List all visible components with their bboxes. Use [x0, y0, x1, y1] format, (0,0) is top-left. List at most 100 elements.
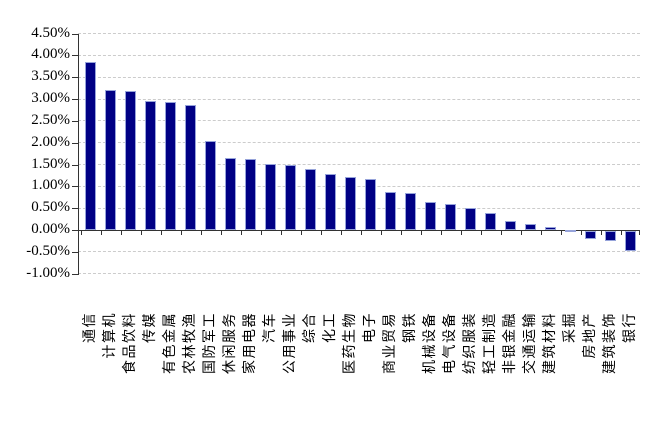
x-axis-label-text: 机械设备 [422, 312, 438, 374]
x-axis-label-text: 纺织服装 [462, 312, 478, 374]
bar-22 [505, 221, 516, 230]
x-axis-label-text: 建筑装饰 [602, 312, 618, 374]
x-axis-tick [420, 231, 422, 235]
x-axis-label-text: 综合 [302, 312, 318, 343]
y-axis-tick [72, 164, 78, 166]
x-axis-tick [160, 231, 162, 235]
y-axis-tick [72, 230, 78, 231]
bar-26 [585, 231, 596, 239]
x-axis-tick [639, 231, 640, 235]
x-axis-label-text: 轻工制造 [482, 312, 498, 374]
bar-1 [85, 62, 96, 230]
y-axis-label: 2.50% [31, 111, 70, 128]
x-axis-label-text: 家用电器 [242, 312, 258, 374]
y-axis-label: 1.00% [31, 177, 70, 194]
x-axis-label-text: 交通运输 [522, 312, 538, 374]
y-axis-tick [72, 186, 78, 188]
x-axis-tick [80, 231, 82, 235]
bar-16 [385, 192, 396, 230]
y-axis-tick [72, 55, 78, 57]
x-axis-tick [200, 231, 202, 235]
x-axis-label-text: 房地产 [582, 312, 598, 359]
x-axis-tick [120, 231, 122, 235]
gridline [78, 76, 640, 78]
x-axis-tick [180, 231, 182, 235]
bar-19 [445, 204, 456, 230]
x-axis-label-text: 电子 [362, 312, 378, 343]
x-axis-label-text: 休闲服务 [222, 312, 238, 374]
x-axis-label-text: 商业贸易 [382, 312, 398, 374]
bar-27 [605, 231, 616, 241]
x-axis-label-text: 公用事业 [282, 312, 298, 374]
bar-3 [125, 91, 136, 230]
y-axis-label: 0.50% [31, 199, 70, 216]
x-axis-label-text: 有色金属 [162, 312, 178, 374]
x-axis-tick [440, 231, 442, 235]
y-axis-label: 4.50% [31, 24, 70, 41]
y-axis-label: -0.50% [26, 242, 70, 259]
y-axis-label: 3.50% [31, 68, 70, 85]
x-axis-tick [560, 231, 562, 235]
y-axis-label: 3.00% [31, 90, 70, 107]
bar-13 [325, 173, 336, 230]
x-axis-tick [460, 231, 462, 235]
x-axis-label-text: 医药生物 [342, 312, 358, 374]
y-axis-line [78, 33, 79, 275]
gridline [78, 120, 640, 122]
gridline [78, 164, 640, 166]
bar-21 [485, 213, 496, 230]
bar-4 [145, 101, 156, 230]
y-axis-label: -1.00% [26, 264, 70, 281]
x-axis-label-text: 采掘 [562, 312, 578, 343]
y-axis-label: 2.00% [31, 133, 70, 150]
y-axis-tick [72, 273, 78, 275]
bar-17 [405, 193, 416, 230]
x-axis-label-text: 钢铁 [402, 312, 418, 343]
y-axis-tick [72, 120, 78, 122]
x-axis-tick [480, 231, 482, 235]
gridline [78, 207, 640, 209]
x-axis-tick [100, 231, 102, 235]
x-axis-label-text: 国防军工 [202, 312, 218, 374]
bar-10 [265, 164, 276, 230]
bar-11 [285, 164, 296, 230]
x-axis-label-text: 传媒 [142, 312, 158, 343]
bar-6 [185, 105, 196, 230]
x-axis-tick [300, 231, 302, 235]
gridline [78, 54, 640, 56]
gridline [78, 98, 640, 100]
bar-8 [225, 157, 236, 230]
x-axis-label-text: 计算机 [102, 312, 118, 359]
x-axis-tick [580, 231, 582, 235]
x-axis-tick [600, 231, 602, 235]
x-axis-tick [540, 231, 542, 235]
x-axis-tick [320, 231, 322, 235]
y-axis-tick [72, 208, 78, 210]
x-axis-tick [620, 231, 622, 235]
gridline [78, 185, 640, 187]
x-axis-label-text: 建筑材料 [542, 312, 558, 374]
x-axis-tick [260, 231, 262, 235]
gridline [78, 33, 640, 35]
bar-9 [245, 159, 256, 230]
bar-15 [365, 179, 376, 230]
x-axis-label-text: 通信 [82, 312, 98, 343]
x-axis-label-text: 银行 [622, 312, 638, 343]
bar-18 [425, 201, 436, 230]
bar-23 [525, 223, 536, 230]
bar-14 [345, 176, 356, 230]
bar-12 [305, 169, 316, 230]
x-axis-tick [520, 231, 522, 235]
x-axis-tick [360, 231, 362, 235]
x-axis-tick [380, 231, 382, 235]
x-axis-label-text: 化工 [322, 312, 338, 343]
y-axis-tick [72, 142, 78, 144]
y-axis-label: 0.00% [31, 221, 70, 237]
x-axis-tick [500, 231, 502, 235]
gridline [78, 251, 640, 253]
y-axis-tick [72, 99, 78, 101]
x-axis-tick [340, 231, 342, 235]
x-axis-label-text: 汽车 [262, 312, 278, 343]
x-axis-label-text: 电气设备 [442, 312, 458, 374]
